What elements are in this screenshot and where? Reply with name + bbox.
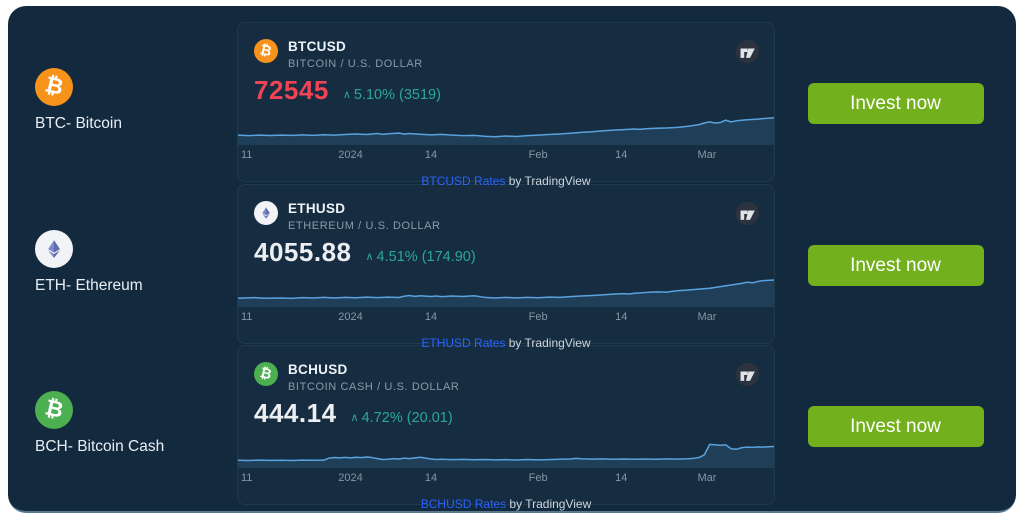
widget-header: ₿ BCHUSD BITCOIN CASH / U.S. DOLLAR <box>238 358 774 393</box>
widget-header: ETHUSD ETHEREUM / U.S. DOLLAR <box>238 197 774 232</box>
bitcoin-icon: ₿ <box>254 39 278 63</box>
tradingview-widget-ethusd: ETHUSD ETHEREUM / U.S. DOLLAR 4055.88 ∧ 4… <box>237 184 775 350</box>
bitcoin-icon: ₿ <box>35 68 73 106</box>
coin-sidebar-bch: ₿ BCH- Bitcoin Cash <box>35 345 237 505</box>
pair-subtitle: BITCOIN CASH / U.S. DOLLAR <box>288 381 460 394</box>
widget-header: ₿ BTCUSD BITCOIN / U.S. DOLLAR <box>238 35 774 70</box>
price-change: ∧ 4.51% (174.90) <box>365 249 476 266</box>
tradingview-logo-icon[interactable] <box>735 39 760 64</box>
price-change: ∧ 5.10% (3519) <box>342 87 441 104</box>
ethereum-icon <box>254 201 278 225</box>
price-value: 444.14 <box>254 398 337 429</box>
sparkline-chart-ethusd[interactable] <box>238 274 774 308</box>
widget-copyright: BTCUSD Rates by TradingView <box>421 174 591 189</box>
up-arrow-icon: ∧ <box>342 89 351 102</box>
tradingview-logo-icon[interactable] <box>735 201 760 226</box>
coin-sidebar-btc: ₿ BTC- Bitcoin <box>35 22 237 182</box>
x-axis-labels: 11 2024 14 Feb 14 Mar <box>241 149 717 162</box>
price-change: ∧ 4.72% (20.01) <box>350 410 453 427</box>
pair-subtitle: ETHEREUM / U.S. DOLLAR <box>288 220 441 233</box>
ethereum-diamond-icon <box>48 240 60 258</box>
crypto-rates-panel: ₿ BTC- Bitcoin ₿ BTCUSD BITCOIN / U.S. D… <box>8 6 1016 513</box>
tradingview-logo-icon[interactable] <box>735 362 760 387</box>
rates-link[interactable]: ETHUSD Rates <box>421 336 506 351</box>
up-arrow-icon: ∧ <box>350 412 359 425</box>
invest-now-button-btc[interactable]: Invest now <box>807 83 984 124</box>
bitcoin-cash-icon: ₿ <box>254 362 278 386</box>
x-axis-labels: 11 2024 14 Feb 14 Mar <box>241 311 717 324</box>
sparkline-chart-btcusd[interactable] <box>238 112 774 146</box>
ethereum-diamond-icon <box>262 207 270 219</box>
coin-row-btc: ₿ BTC- Bitcoin ₿ BTCUSD BITCOIN / U.S. D… <box>8 22 1016 188</box>
rates-link[interactable]: BTCUSD Rates <box>421 174 506 189</box>
bitcoin-cash-icon: ₿ <box>35 391 73 429</box>
price-value: 4055.88 <box>254 237 352 268</box>
coin-row-bch: ₿ BCH- Bitcoin Cash ₿ BCHUSD BITCOIN CAS… <box>8 345 1016 511</box>
coin-label-eth: ETH- Ethereum <box>35 277 143 294</box>
invest-now-button-bch[interactable]: Invest now <box>807 406 984 447</box>
coin-row-eth: ETH- Ethereum ETHUSD ETHEREUM / U.S. DOL… <box>8 184 1016 350</box>
coin-sidebar-eth: ETH- Ethereum <box>35 184 237 344</box>
price-value: 72545 <box>254 75 329 106</box>
up-arrow-icon: ∧ <box>365 251 374 264</box>
rates-link[interactable]: BCHUSD Rates <box>420 497 507 512</box>
coin-label-bch: BCH- Bitcoin Cash <box>35 438 165 455</box>
tradingview-widget-bchusd: ₿ BCHUSD BITCOIN CASH / U.S. DOLLAR 444.… <box>237 345 775 511</box>
symbol-title[interactable]: BTCUSD <box>288 39 347 54</box>
tradingview-widget-btcusd: ₿ BTCUSD BITCOIN / U.S. DOLLAR 72545 ∧ 5.… <box>237 22 775 188</box>
coin-label-btc: BTC- Bitcoin <box>35 115 122 132</box>
sparkline-chart-bchusd[interactable] <box>238 435 774 469</box>
ethereum-icon <box>35 230 73 268</box>
symbol-title[interactable]: ETHUSD <box>288 201 346 216</box>
widget-copyright: ETHUSD Rates by TradingView <box>421 336 591 351</box>
symbol-title[interactable]: BCHUSD <box>288 362 348 377</box>
pair-subtitle: BITCOIN / U.S. DOLLAR <box>288 58 423 71</box>
widget-copyright: BCHUSD Rates by TradingView <box>420 497 592 512</box>
x-axis-labels: 11 2024 14 Feb 14 Mar <box>241 472 717 485</box>
invest-now-button-eth[interactable]: Invest now <box>807 245 984 286</box>
